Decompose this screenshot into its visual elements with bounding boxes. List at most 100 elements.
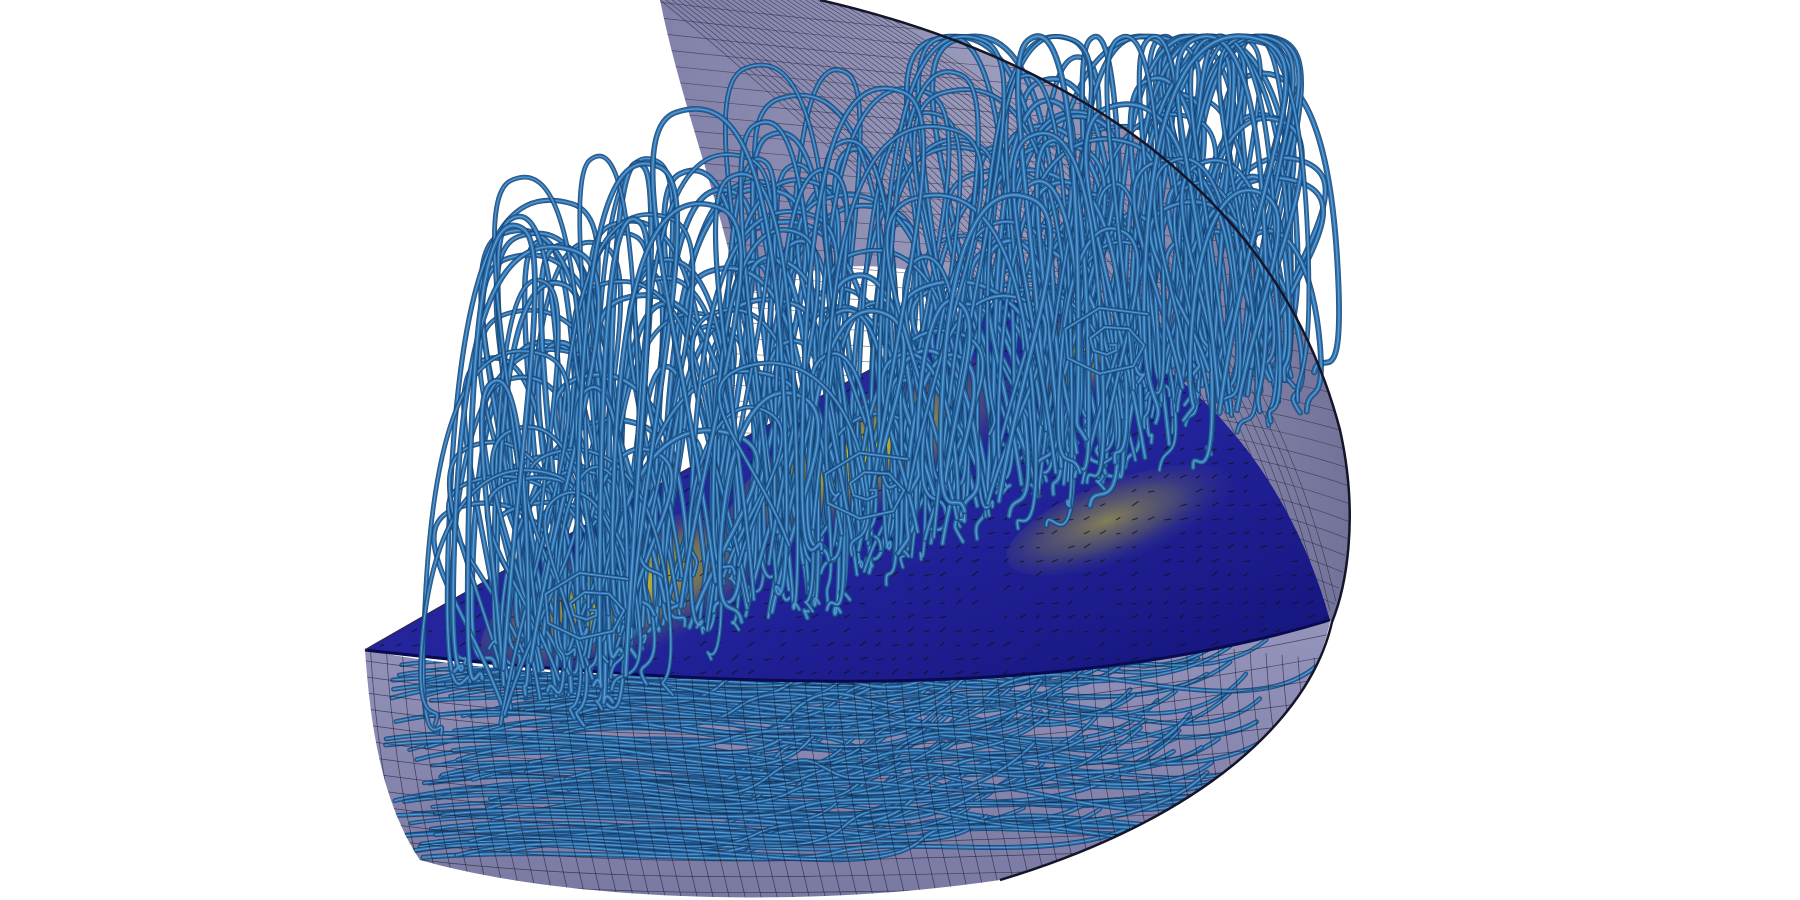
- streamline: [488, 279, 559, 650]
- vector-arrow: [1163, 600, 1169, 605]
- vector-arrow: [1003, 641, 1011, 647]
- streamline: [899, 349, 980, 517]
- vector-arrow: [411, 517, 418, 521]
- vector-arrow: [955, 599, 962, 605]
- vector-arrow: [1083, 530, 1090, 535]
- vector-arrow: [411, 420, 419, 423]
- vector-arrow: [379, 518, 386, 521]
- vector-arrow: [427, 403, 435, 409]
- lower-mesh-line: [449, 651, 491, 898]
- vector-arrow: [827, 656, 835, 661]
- vector-arrow: [1067, 614, 1076, 619]
- lower-mesh-line: [529, 658, 571, 898]
- vector-arrow: [1147, 490, 1155, 493]
- vector-arrow: [1291, 530, 1298, 535]
- vector-arrow: [1195, 418, 1202, 423]
- vector-arrow: [443, 420, 448, 423]
- vector-arrow: [1003, 572, 1012, 577]
- vector-arrow: [1211, 614, 1220, 619]
- vector-arrow: [1131, 630, 1137, 633]
- vector-arrow: [1243, 545, 1249, 549]
- vector-arrow: [939, 545, 945, 549]
- streamline: [718, 362, 869, 556]
- vector-arrow: [843, 669, 851, 675]
- vector-arrow: [379, 476, 385, 479]
- vector-arrow: [1115, 532, 1121, 535]
- vector-arrow: [971, 518, 978, 521]
- streamline: [691, 309, 814, 613]
- lower-mesh-line: [365, 763, 1330, 799]
- vector-arrow: [1131, 586, 1137, 591]
- vector-arrow: [395, 474, 402, 479]
- streamline: [592, 218, 650, 688]
- vector-arrow: [1211, 501, 1219, 507]
- vector-arrow: [427, 319, 436, 325]
- vector-arrow: [1035, 570, 1043, 577]
- vector-arrow: [411, 445, 417, 451]
- vector-arrow: [683, 474, 689, 479]
- vector-arrow: [923, 656, 929, 661]
- vector-arrow: [875, 574, 884, 577]
- vector-arrow: [1179, 447, 1185, 451]
- lower-streamline: [500, 673, 1247, 747]
- vector-arrow: [1131, 545, 1137, 549]
- vector-arrow: [891, 657, 897, 661]
- vector-arrow: [875, 629, 882, 633]
- lower-streamline: [395, 681, 958, 726]
- vector-arrow: [1195, 518, 1202, 521]
- vector-arrow: [1211, 570, 1219, 577]
- vector-arrow: [1131, 656, 1139, 661]
- vector-arrow: [859, 616, 868, 619]
- vector-arrow: [1067, 558, 1074, 563]
- vector-arrow: [411, 334, 418, 339]
- vector-arrow: [1163, 473, 1170, 479]
- vector-arrow: [1067, 655, 1075, 661]
- vector-arrow: [955, 587, 961, 591]
- vector-arrow: [955, 644, 961, 647]
- vector-arrow: [923, 629, 930, 633]
- vector-arrow: [795, 615, 802, 619]
- lower-mesh-line: [705, 649, 747, 898]
- vector-arrow: [1307, 572, 1313, 577]
- vector-arrow: [1035, 643, 1041, 647]
- vector-arrow: [1083, 657, 1091, 661]
- vector-arrow: [379, 446, 386, 451]
- vector-arrow: [1163, 518, 1172, 521]
- vector-arrow: [1067, 545, 1076, 549]
- streamline: [939, 194, 1052, 512]
- vector-arrow: [1195, 504, 1201, 507]
- vector-arrow: [411, 459, 419, 465]
- vector-arrow: [1243, 587, 1248, 591]
- vector-arrow: [1083, 489, 1090, 493]
- vector-arrow: [795, 628, 804, 633]
- vector-arrow: [1099, 615, 1105, 619]
- lower-mesh-line: [593, 659, 635, 898]
- vector-arrow: [379, 459, 388, 465]
- vector-arrow: [1291, 560, 1298, 563]
- lower-streamline: [391, 661, 940, 704]
- vector-arrow: [475, 629, 482, 633]
- vector-arrow: [651, 320, 660, 325]
- vector-arrow: [1243, 628, 1249, 633]
- vector-arrow: [1179, 614, 1185, 619]
- vector-arrow: [443, 392, 449, 395]
- vector-arrow: [1179, 588, 1186, 591]
- vector-arrow: [683, 461, 689, 465]
- streamline: [1181, 159, 1281, 423]
- vector-arrow: [1243, 600, 1249, 605]
- vector-arrow: [1179, 600, 1186, 605]
- vector-arrow: [923, 616, 932, 619]
- streamline: [576, 162, 679, 637]
- vector-arrow: [1099, 628, 1106, 633]
- vector-arrow: [411, 405, 417, 409]
- streamline: [420, 469, 579, 726]
- vector-arrow: [411, 488, 419, 493]
- vector-arrow: [1131, 643, 1138, 647]
- vector-arrow: [971, 599, 979, 605]
- lower-mesh-line: [1297, 656, 1330, 898]
- vector-arrow: [1163, 558, 1171, 563]
- vector-arrow: [1147, 447, 1152, 451]
- vector-arrow: [1179, 546, 1186, 549]
- vector-arrow: [907, 642, 914, 647]
- vector-arrow: [1051, 657, 1059, 661]
